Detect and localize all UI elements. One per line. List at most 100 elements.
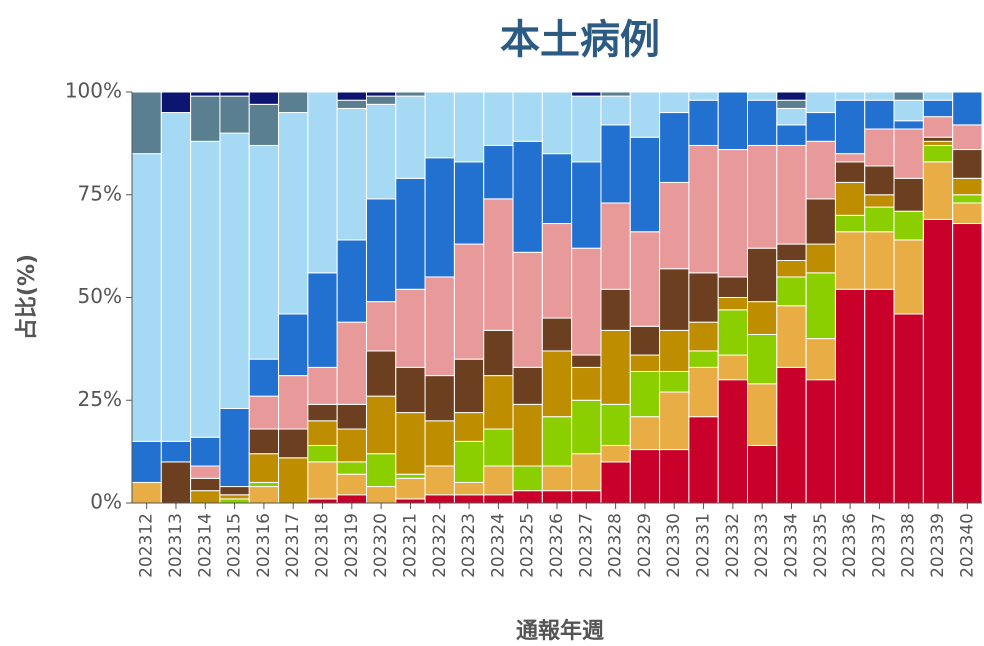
bar-segment xyxy=(629,136,661,233)
bar-segment xyxy=(453,243,485,360)
bar-segment xyxy=(424,157,455,278)
bar-segment xyxy=(688,321,719,352)
x-tick-label: 202323 xyxy=(459,513,479,578)
bar-segment xyxy=(659,181,690,270)
bar-segment xyxy=(278,112,309,315)
bar-segment xyxy=(453,358,485,414)
bar-segment xyxy=(453,91,485,163)
bar-segment xyxy=(453,161,485,245)
bar-segment xyxy=(717,149,749,278)
bar-segment xyxy=(395,288,426,368)
x-tick-label: 202325 xyxy=(518,513,538,578)
x-tick-label: 202330 xyxy=(664,513,684,578)
bar-segment xyxy=(248,91,280,105)
bar-segment xyxy=(483,465,514,496)
bar-segment xyxy=(834,181,866,216)
bar-segment xyxy=(629,370,661,418)
x-tick-label: 202339 xyxy=(928,513,948,578)
x-axis-title: 通報年週 xyxy=(516,618,604,644)
bar-segment xyxy=(571,247,602,356)
bar-segment xyxy=(922,91,954,101)
bar-segment xyxy=(893,313,924,504)
bar-segment xyxy=(365,486,397,504)
bar-segment xyxy=(688,350,719,368)
bar-segment xyxy=(776,260,807,278)
bar-segment xyxy=(453,494,485,504)
bar-segment xyxy=(307,498,338,504)
bar-segment xyxy=(424,494,455,504)
bar-segment xyxy=(629,325,661,356)
bar-segment xyxy=(453,440,485,483)
bar-segment xyxy=(365,301,397,352)
bar-segment xyxy=(307,91,338,274)
bar-segment xyxy=(659,449,690,504)
bar-segment xyxy=(659,112,690,183)
bar-segment xyxy=(805,140,836,200)
bar-segment xyxy=(307,366,338,405)
bar-segment xyxy=(776,276,807,307)
bar-segment xyxy=(834,153,866,163)
x-tick-label: 202327 xyxy=(576,513,596,578)
bar-segment xyxy=(717,297,749,311)
bar-segment xyxy=(483,375,514,430)
x-tick-label: 202315 xyxy=(225,513,245,578)
bar-segment xyxy=(219,95,250,134)
bar-segment xyxy=(659,268,690,331)
y-tick-label: 100% xyxy=(65,79,122,103)
bar-segment xyxy=(571,95,602,163)
bar-segment xyxy=(160,91,192,114)
bar-segment xyxy=(805,379,836,504)
bar-segment xyxy=(307,272,338,368)
bar-segment xyxy=(190,477,221,492)
bar-segment xyxy=(922,116,954,138)
bar-segment xyxy=(688,99,719,146)
bar-segment xyxy=(336,321,367,405)
bar-segment xyxy=(278,428,309,459)
bar-segment xyxy=(219,498,250,504)
bar-segment xyxy=(365,198,397,303)
chart-title: 本土病例 xyxy=(500,17,660,63)
y-tick-label: 25% xyxy=(78,387,122,411)
bar-segment xyxy=(747,383,778,446)
bar-segment xyxy=(571,354,602,368)
bar-segment xyxy=(893,99,924,122)
bar-segment xyxy=(805,112,836,142)
bar-segment xyxy=(600,91,631,97)
bar-segment xyxy=(805,91,836,114)
y-axis-title: 占比(%) xyxy=(15,254,40,340)
bar-segment xyxy=(512,251,543,368)
bar-segment xyxy=(834,99,866,155)
bar-segment xyxy=(307,420,338,446)
bar-segment xyxy=(571,399,602,455)
bar-segment xyxy=(893,91,924,101)
bar-segment xyxy=(629,416,661,451)
bar-segment xyxy=(395,477,426,500)
bar-segment xyxy=(922,218,954,504)
bar-segment xyxy=(893,239,924,315)
bar-segment xyxy=(365,91,397,97)
bar-segment xyxy=(600,124,631,204)
y-tick-label: 75% xyxy=(78,181,122,205)
bar-segment xyxy=(600,95,631,126)
bar-segment xyxy=(541,416,573,467)
bar-segment xyxy=(336,91,367,101)
x-tick-label: 202329 xyxy=(635,513,655,578)
bar-segment xyxy=(864,288,895,504)
bar-segment xyxy=(248,103,280,146)
x-tick-label: 202317 xyxy=(283,513,303,578)
bar-segment xyxy=(424,276,455,377)
x-tick-label: 202319 xyxy=(342,513,362,578)
bar-segment xyxy=(776,305,807,368)
bar-segment xyxy=(952,194,983,204)
bar-segment xyxy=(922,99,954,118)
bar-segment xyxy=(747,444,778,504)
bar-segment xyxy=(512,465,543,492)
bar-segment xyxy=(629,231,661,327)
bar-segment xyxy=(776,243,807,262)
bar-segment xyxy=(747,247,778,303)
bar-segment xyxy=(219,132,250,409)
bar-segment xyxy=(952,202,983,225)
bar-segment xyxy=(571,490,602,504)
bar-segment xyxy=(629,449,661,504)
